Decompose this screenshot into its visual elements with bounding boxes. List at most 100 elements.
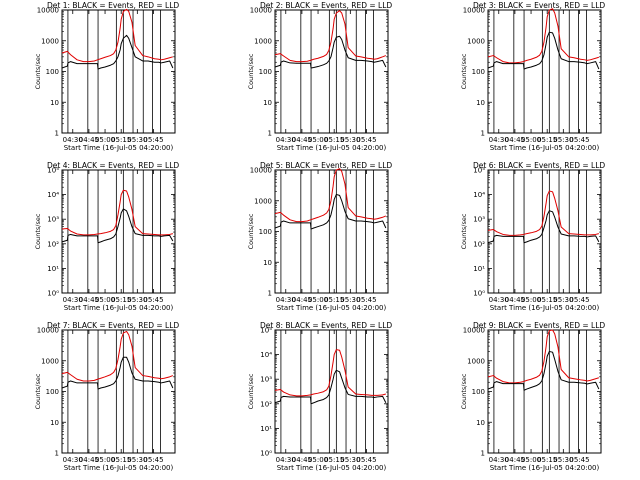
- chart-title: Det 4: BLACK = Events, RED = LLD: [47, 161, 179, 170]
- panel-det-2: Det 2: BLACK = Events, RED = LLD 1 10 100 10…: [247, 1, 392, 152]
- chart-title: Det 5: BLACK = Events, RED = LLD: [260, 161, 392, 170]
- x-tick-label: 04:30: [489, 136, 509, 144]
- x-axis-label: Start Time (16-Jul-05 04:20:00): [277, 304, 387, 312]
- series-lld-line: [61, 8, 173, 63]
- y-tick-label: 10⁰: [47, 290, 59, 298]
- y-tick-label: 1: [481, 130, 485, 138]
- y-tick-label: 10²: [260, 400, 272, 408]
- plot-frame: [61, 169, 176, 294]
- y-tick-label: 100: [259, 68, 272, 76]
- panel-det-3: Det 3: BLACK = Events, RED = LLD 1 10 100 10…: [460, 1, 605, 152]
- y-axis-label: Counts/sec: [34, 53, 42, 89]
- x-tick-label: 05:15: [324, 456, 344, 464]
- y-tick-label: 100: [472, 68, 485, 76]
- chart-title: Det 6: BLACK = Events, RED = LLD: [473, 161, 605, 170]
- chart-title: Det 7: BLACK = Events, RED = LLD: [47, 321, 179, 330]
- chart-title: Det 9: BLACK = Events, RED = LLD: [473, 321, 605, 330]
- y-tick-label: 10¹: [473, 265, 485, 273]
- y-tick-label: 1000: [467, 37, 485, 45]
- plot-frame: [487, 9, 602, 134]
- x-tick-label: 05:15: [537, 296, 557, 304]
- y-tick-label: 10⁴: [260, 351, 272, 359]
- chart-title: Det 8: BLACK = Events, RED = LLD: [260, 321, 392, 330]
- y-axis-label: Counts/sec: [247, 53, 255, 89]
- plot-frame: [61, 329, 176, 454]
- y-tick-label: 10: [50, 419, 59, 427]
- y-tick-label: 1: [55, 130, 59, 138]
- panel-det-5: Det 5: BLACK = Events, RED = LLD 1 10 100 10…: [247, 161, 392, 312]
- x-tick-label: 04:45: [292, 136, 312, 144]
- x-tick-label: 05:00: [521, 296, 541, 304]
- x-tick-label: 04:30: [489, 296, 509, 304]
- y-tick-label: 10⁵: [473, 167, 485, 175]
- y-axis-label: Counts/sec: [34, 373, 42, 409]
- x-tick-label: 05:15: [324, 136, 344, 144]
- series-lld-line: [274, 349, 386, 397]
- y-tick-label: 1: [268, 290, 272, 298]
- panel-det-4: Det 4: BLACK = Events, RED = LLD 10⁰ 10¹ 10…: [34, 161, 179, 312]
- x-tick-label: 05:45: [356, 136, 376, 144]
- series-lld-line: [487, 329, 599, 384]
- x-tick-label: 05:45: [356, 296, 376, 304]
- x-tick-label: 04:30: [63, 296, 83, 304]
- y-tick-label: 10⁵: [260, 327, 272, 335]
- y-tick-label: 1000: [41, 357, 59, 365]
- y-tick-label: 10¹: [47, 265, 59, 273]
- series-events-line: [61, 208, 174, 244]
- plot-frame: [61, 9, 176, 134]
- y-tick-label: 10000: [250, 167, 272, 175]
- x-tick-label: 05:30: [340, 296, 360, 304]
- chart-title: Det 2: BLACK = Events, RED = LLD: [260, 1, 392, 10]
- y-tick-label: 10²: [473, 240, 485, 248]
- x-axis-label: Start Time (16-Jul-05 04:20:00): [64, 464, 174, 472]
- y-tick-label: 100: [46, 68, 59, 76]
- panel-det-1: Det 1: BLACK = Events, RED = LLD 1 10 100 10…: [34, 1, 179, 152]
- y-tick-label: 10⁴: [47, 191, 59, 199]
- x-tick-label: 05:45: [356, 456, 376, 464]
- x-tick-label: 05:30: [127, 456, 147, 464]
- x-tick-label: 04:45: [79, 296, 99, 304]
- x-tick-label: 05:30: [340, 456, 360, 464]
- x-tick-label: 05:45: [569, 456, 589, 464]
- series-events-line: [487, 350, 600, 391]
- y-axis-label: Counts/sec: [460, 373, 468, 409]
- y-tick-label: 10³: [473, 216, 485, 224]
- series-lld-line: [61, 189, 173, 236]
- x-tick-label: 05:30: [553, 296, 573, 304]
- series-lld-line: [61, 330, 174, 382]
- y-tick-label: 1000: [254, 197, 272, 205]
- series-lld-line: [274, 168, 387, 223]
- panel-det-8: Det 8: BLACK = Events, RED = LLD 10⁰ 10¹ 10…: [247, 321, 392, 472]
- x-tick-label: 05:30: [127, 136, 147, 144]
- x-tick-label: 05:15: [111, 456, 131, 464]
- x-tick-label: 05:00: [521, 136, 541, 144]
- x-tick-label: 05:00: [95, 136, 115, 144]
- series-events-line: [61, 34, 174, 70]
- x-tick-label: 05:15: [537, 136, 557, 144]
- plot-frame: [487, 329, 602, 454]
- x-tick-label: 05:30: [127, 296, 147, 304]
- x-tick-label: 05:45: [569, 296, 589, 304]
- series-lld-line: [274, 10, 387, 63]
- x-tick-label: 05:45: [143, 456, 163, 464]
- y-tick-label: 10²: [47, 240, 59, 248]
- y-tick-label: 10000: [463, 7, 485, 15]
- x-tick-label: 05:30: [553, 136, 573, 144]
- x-tick-label: 05:00: [308, 136, 328, 144]
- y-tick-label: 10000: [37, 7, 59, 15]
- y-tick-label: 1: [481, 450, 485, 458]
- x-axis-label: Start Time (16-Jul-05 04:20:00): [277, 464, 387, 472]
- x-tick-label: 04:45: [79, 456, 99, 464]
- x-tick-label: 04:45: [292, 456, 312, 464]
- x-axis-label: Start Time (16-Jul-05 04:20:00): [490, 464, 600, 472]
- x-axis-label: Start Time (16-Jul-05 04:20:00): [64, 144, 174, 152]
- y-tick-label: 10: [476, 99, 485, 107]
- x-tick-label: 04:30: [276, 296, 296, 304]
- y-tick-label: 10³: [260, 376, 272, 384]
- x-tick-label: 05:00: [308, 296, 328, 304]
- y-tick-label: 100: [46, 388, 59, 396]
- x-tick-label: 04:45: [505, 136, 525, 144]
- y-tick-label: 10: [476, 419, 485, 427]
- series-lld-line: [487, 8, 599, 64]
- x-tick-label: 04:30: [63, 136, 83, 144]
